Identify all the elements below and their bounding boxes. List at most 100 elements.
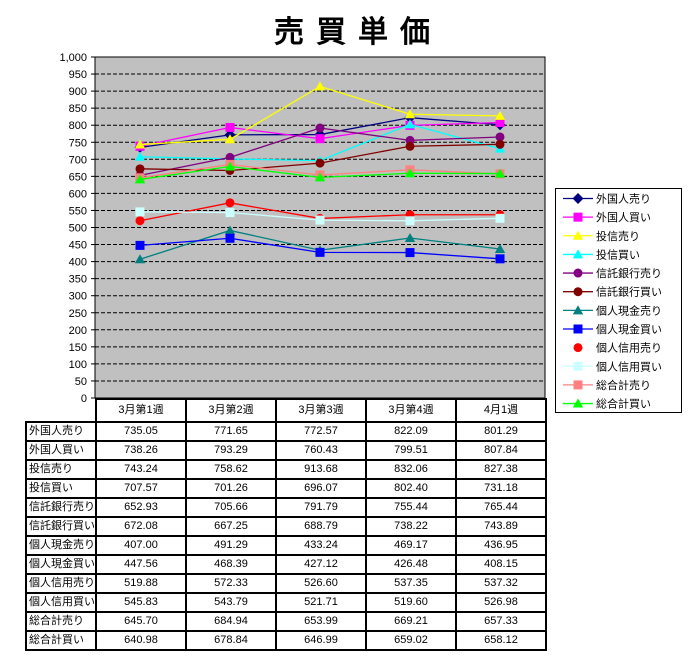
series-layer: [134, 81, 506, 264]
data-point: [225, 198, 235, 208]
data-point: [315, 134, 325, 144]
value-cell: 743.89: [455, 516, 547, 537]
data-point: [404, 168, 416, 178]
value-cell: 701.26: [185, 478, 277, 499]
data-point: [494, 244, 506, 254]
value-cell: 688.79: [275, 516, 367, 537]
series-6: [135, 139, 505, 175]
row-label-cell: 投信売り: [25, 459, 97, 480]
value-cell: 827.38: [455, 459, 547, 480]
y-axis-tick-label: 800: [69, 120, 87, 132]
series-10: [135, 207, 505, 226]
value-cell: 519.60: [365, 592, 457, 613]
data-point: [495, 213, 505, 223]
data-point: [405, 248, 415, 258]
value-cell: 521.71: [275, 592, 367, 613]
value-cell: 822.09: [365, 421, 457, 442]
legend-marker: [573, 361, 583, 371]
value-cell: 468.39: [185, 554, 277, 575]
legend-item: 外国人買い: [563, 211, 651, 224]
table-row: 投信売り 743.24 758.62 913.68 832.06 827.38: [25, 459, 547, 480]
legend-marker: [572, 305, 584, 315]
legend-label: 信託銀行買い: [596, 285, 662, 299]
legend-marker: [572, 398, 584, 408]
value-cell: 526.98: [455, 592, 547, 613]
data-point: [225, 233, 235, 243]
row-label-cell: 信託銀行買い: [25, 516, 97, 537]
table-row: 信託銀行売り 652.93 705.66 791.79 755.44 765.44: [25, 497, 547, 518]
legend-label: 投信売り: [596, 229, 640, 243]
y-axis-tick-label: 250: [69, 308, 87, 320]
value-cell: 640.98: [95, 630, 187, 651]
data-point: [495, 254, 505, 264]
value-cell: 793.29: [185, 440, 277, 461]
value-cell: 832.06: [365, 459, 457, 480]
table-row: 個人信用売り 519.88 572.33 526.60 537.35 537.32: [25, 573, 547, 594]
series-3: [134, 81, 506, 149]
legend-marker: [573, 212, 583, 222]
legend-item: 投信売り: [563, 229, 640, 243]
value-cell: 408.15: [455, 554, 547, 575]
table-row: 個人信用買い 545.83 543.79 521.71 519.60 526.98: [25, 592, 547, 613]
data-point: [494, 110, 506, 120]
y-axis-tick-label: 300: [69, 291, 87, 303]
y-axis-tick-label: 0: [81, 393, 87, 405]
legend-item: 外国人売り: [563, 193, 651, 206]
data-point: [315, 247, 325, 257]
value-cell: 707.57: [95, 478, 187, 499]
y-axis-tick-label: 650: [69, 171, 87, 183]
value-cell: 731.18: [455, 478, 547, 499]
data-point: [404, 119, 416, 129]
value-cell: 543.79: [185, 592, 277, 613]
value-cell: 436.95: [455, 535, 547, 556]
value-cell: 802.40: [365, 478, 457, 499]
y-axis-tick-label: 700: [69, 154, 87, 166]
legend-label: 個人信用買い: [596, 360, 662, 373]
value-cell: 738.26: [95, 440, 187, 461]
table-header-cell: 3月第4週: [365, 398, 457, 423]
value-cell: 658.12: [455, 630, 547, 651]
legend-marker: [573, 268, 583, 278]
data-point: [315, 158, 325, 168]
value-cell: 657.33: [455, 611, 547, 632]
value-cell: 447.56: [95, 554, 187, 575]
row-label-cell: 総合計売り: [25, 611, 97, 632]
data-point: [405, 216, 415, 226]
legend-box: [555, 188, 682, 413]
value-cell: 672.08: [95, 516, 187, 537]
y-axis-tick-label: 450: [69, 240, 87, 252]
value-cell: 743.24: [95, 459, 187, 480]
row-label-cell: 外国人買い: [25, 440, 97, 461]
value-cell: 667.25: [185, 516, 277, 537]
table-row: 信託銀行買い 672.08 667.25 688.79 738.22 743.89: [25, 516, 547, 537]
legend-item: 信託銀行買い: [563, 285, 662, 299]
value-cell: 760.43: [275, 440, 367, 461]
data-point: [495, 132, 505, 142]
legend-label: 個人信用売り: [596, 342, 662, 355]
value-cell: 469.17: [365, 535, 457, 556]
value-cell: 537.35: [365, 573, 457, 594]
value-cell: 427.12: [275, 554, 367, 575]
row-label-cell: 個人信用買い: [25, 592, 97, 613]
table-row: 個人現金売り 407.00 491.29 433.24 469.17 436.95: [25, 535, 547, 556]
chart-legend: 外国人売り外国人買い投信売り投信買い信託銀行売り信託銀行買い個人現金売り個人現金…: [555, 188, 682, 413]
legend-item: 個人現金買い: [563, 322, 662, 336]
value-cell: 738.22: [365, 516, 457, 537]
legend-item: 個人現金売り: [563, 303, 662, 317]
table-row: 外国人買い 738.26 793.29 760.43 799.51 807.84: [25, 440, 547, 461]
y-axis-tick-label: 1,000: [59, 52, 87, 64]
legend-item: 個人信用買い: [563, 360, 662, 373]
data-point: [225, 208, 235, 218]
value-cell: 684.94: [185, 611, 277, 632]
row-label-cell: 投信買い: [25, 478, 97, 499]
value-cell: 696.07: [275, 478, 367, 499]
table-row: 外国人売り 735.05 771.65 772.57 822.09 801.29: [25, 421, 547, 442]
value-cell: 646.99: [275, 630, 367, 651]
y-axis-tick-label: 600: [69, 188, 87, 200]
data-point: [314, 172, 326, 182]
value-cell: 807.84: [455, 440, 547, 461]
data-point: [225, 152, 235, 162]
data-point: [315, 215, 325, 225]
data-point: [315, 123, 325, 133]
